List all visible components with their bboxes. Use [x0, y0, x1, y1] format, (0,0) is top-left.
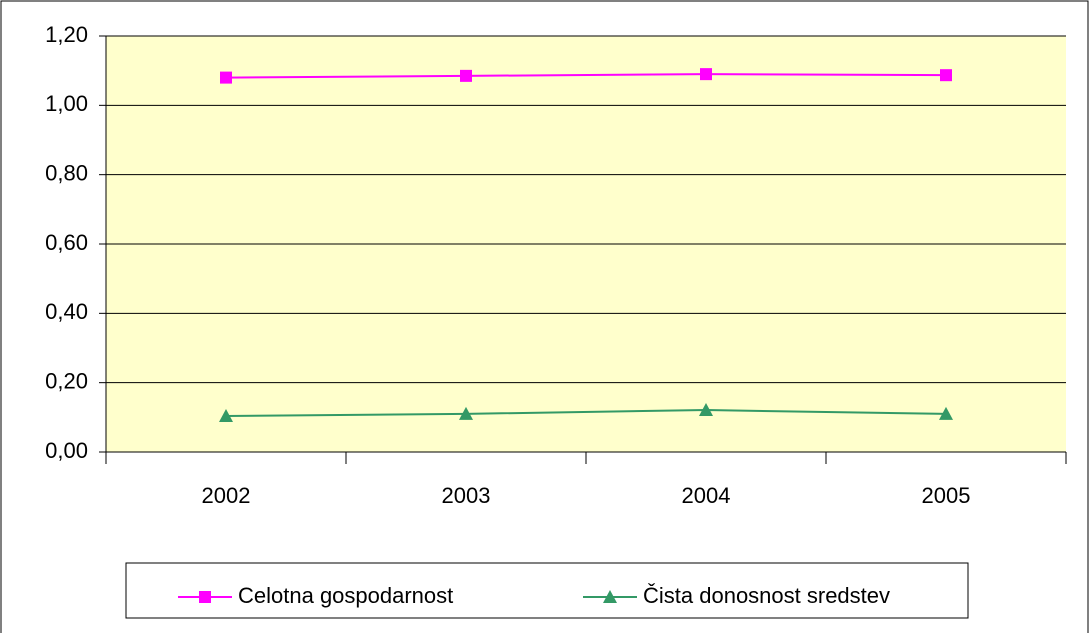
y-tick-label: 0,40 — [45, 299, 88, 324]
x-tick-label: 2005 — [922, 483, 971, 508]
y-tick-label: 0,60 — [45, 230, 88, 255]
y-tick-label: 0,00 — [45, 438, 88, 463]
x-tick-label: 2002 — [202, 483, 251, 508]
point — [459, 406, 473, 420]
legend-marker — [603, 590, 617, 603]
point — [219, 408, 233, 422]
legend-marker — [199, 591, 211, 603]
y-tick-label: 0,80 — [45, 160, 88, 185]
point — [940, 69, 952, 82]
point — [220, 71, 232, 84]
point — [700, 68, 712, 81]
y-tick-label: 1,20 — [45, 22, 88, 47]
x-tick-label: 2004 — [682, 483, 731, 508]
y-tick-label: 0,20 — [45, 368, 88, 393]
legend-label: Celotna gospodarnost — [238, 583, 453, 608]
series-line — [225, 409, 947, 417]
point — [460, 69, 472, 82]
point — [699, 403, 713, 417]
series-line — [225, 73, 947, 79]
point — [939, 406, 953, 420]
x-tick-label: 2003 — [442, 483, 491, 508]
legend-label: Čista donosnost sredstev — [643, 583, 890, 608]
legend — [125, 562, 969, 619]
y-tick-label: 1,00 — [45, 91, 88, 116]
